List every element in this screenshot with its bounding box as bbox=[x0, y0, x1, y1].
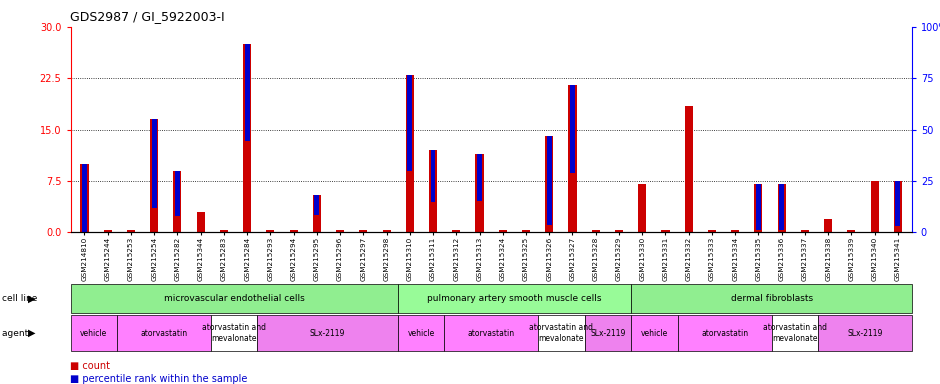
Text: agent: agent bbox=[2, 329, 31, 338]
Bar bbox=[478, 154, 482, 201]
Text: dermal fibroblasts: dermal fibroblasts bbox=[730, 294, 813, 303]
Bar bbox=[662, 230, 669, 232]
Bar bbox=[545, 136, 554, 232]
Text: cell line: cell line bbox=[2, 294, 40, 303]
Bar bbox=[431, 150, 435, 202]
Bar bbox=[81, 164, 88, 232]
Text: vehicle: vehicle bbox=[407, 329, 434, 338]
Bar bbox=[708, 230, 716, 232]
Bar bbox=[290, 230, 298, 232]
Bar bbox=[779, 184, 784, 230]
Text: atorvastatin and
mevalonate: atorvastatin and mevalonate bbox=[529, 323, 593, 343]
Text: vehicle: vehicle bbox=[80, 329, 107, 338]
Text: SLx-2119: SLx-2119 bbox=[590, 329, 626, 338]
Bar bbox=[406, 75, 414, 232]
Bar bbox=[359, 230, 368, 232]
Bar bbox=[591, 230, 600, 232]
Bar bbox=[175, 170, 180, 216]
Bar bbox=[569, 85, 576, 232]
Bar bbox=[452, 230, 461, 232]
Bar bbox=[313, 195, 321, 232]
Bar bbox=[638, 184, 647, 232]
Bar bbox=[547, 136, 552, 225]
Bar bbox=[127, 230, 135, 232]
Bar bbox=[103, 230, 112, 232]
Text: atorvastatin: atorvastatin bbox=[140, 329, 188, 338]
Bar bbox=[150, 119, 158, 232]
Bar bbox=[407, 75, 413, 171]
Text: vehicle: vehicle bbox=[641, 329, 668, 338]
Text: atorvastatin and
mevalonate: atorvastatin and mevalonate bbox=[202, 323, 266, 343]
Bar bbox=[429, 150, 437, 232]
Bar bbox=[499, 230, 507, 232]
Bar bbox=[777, 184, 786, 232]
Text: ▶: ▶ bbox=[28, 328, 36, 338]
Text: ▶: ▶ bbox=[28, 293, 36, 304]
Bar bbox=[847, 230, 855, 232]
Text: SLx-2119: SLx-2119 bbox=[310, 329, 345, 338]
Text: atorvastatin: atorvastatin bbox=[467, 329, 515, 338]
Bar bbox=[196, 212, 205, 232]
Text: atorvastatin: atorvastatin bbox=[701, 329, 748, 338]
Bar bbox=[870, 181, 879, 232]
Bar bbox=[173, 170, 181, 232]
Text: ■ percentile rank within the sample: ■ percentile rank within the sample bbox=[70, 374, 248, 384]
Bar bbox=[570, 85, 575, 174]
Bar bbox=[522, 230, 530, 232]
Text: microvascular endothelial cells: microvascular endothelial cells bbox=[164, 294, 305, 303]
Bar bbox=[731, 230, 739, 232]
Text: GDS2987 / GI_5922003-I: GDS2987 / GI_5922003-I bbox=[70, 10, 225, 23]
Bar bbox=[243, 44, 251, 232]
Bar bbox=[383, 230, 391, 232]
Bar bbox=[824, 218, 832, 232]
Bar bbox=[82, 164, 86, 232]
Bar bbox=[896, 181, 901, 226]
Bar bbox=[801, 230, 809, 232]
Bar bbox=[220, 230, 228, 232]
Bar bbox=[314, 195, 320, 215]
Bar bbox=[756, 184, 760, 230]
Bar bbox=[615, 230, 623, 232]
Bar bbox=[151, 119, 157, 208]
Bar bbox=[894, 181, 901, 232]
Text: atorvastatin and
mevalonate: atorvastatin and mevalonate bbox=[763, 323, 827, 343]
Text: ■ count: ■ count bbox=[70, 361, 111, 371]
Bar bbox=[266, 230, 274, 232]
Bar bbox=[336, 230, 344, 232]
Bar bbox=[684, 106, 693, 232]
Bar bbox=[244, 44, 249, 141]
Text: pulmonary artery smooth muscle cells: pulmonary artery smooth muscle cells bbox=[428, 294, 602, 303]
Bar bbox=[476, 154, 483, 232]
Text: SLx-2119: SLx-2119 bbox=[847, 329, 883, 338]
Bar bbox=[754, 184, 762, 232]
